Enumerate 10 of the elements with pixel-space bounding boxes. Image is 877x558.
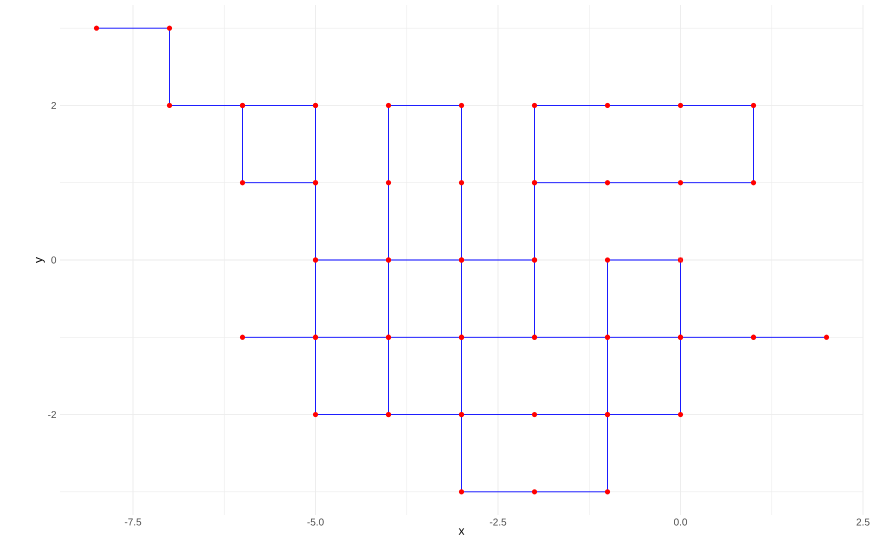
y-tick-label: 2 xyxy=(51,102,56,109)
x-tick-label: -7.5 xyxy=(124,518,142,526)
x-tick-label: -2.5 xyxy=(490,518,506,526)
x-tick-label: 0.0 xyxy=(674,518,688,526)
x-tick-label: 2.5 xyxy=(856,518,870,526)
y-tick-label: -2 xyxy=(48,411,56,418)
x-axis-title: x xyxy=(458,528,464,535)
x-tick-label: -5.0 xyxy=(307,518,324,526)
y-axis-title: y xyxy=(36,257,45,263)
y-tick-label: 0 xyxy=(51,256,56,264)
